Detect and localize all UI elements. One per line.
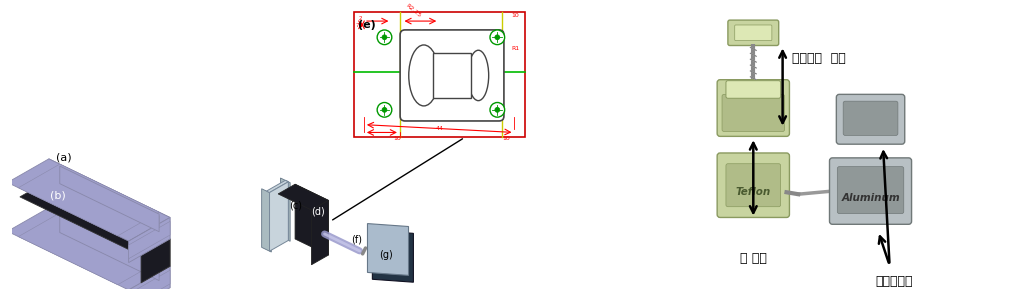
Polygon shape <box>59 166 159 232</box>
Text: Aluminum: Aluminum <box>841 193 899 203</box>
Polygon shape <box>262 189 272 252</box>
Polygon shape <box>278 184 328 210</box>
FancyBboxPatch shape <box>717 153 789 217</box>
Polygon shape <box>129 266 170 291</box>
Polygon shape <box>19 180 170 255</box>
Ellipse shape <box>409 45 438 106</box>
Text: 10: 10 <box>502 136 510 141</box>
Text: R2.25: R2.25 <box>405 3 422 18</box>
Circle shape <box>490 30 505 45</box>
Polygon shape <box>129 217 170 262</box>
Ellipse shape <box>468 50 489 101</box>
Polygon shape <box>49 180 170 266</box>
Text: (g): (g) <box>379 250 392 260</box>
FancyBboxPatch shape <box>726 81 781 98</box>
FancyBboxPatch shape <box>400 30 504 121</box>
Text: 10: 10 <box>393 136 401 141</box>
Polygon shape <box>59 168 159 230</box>
Text: 활성산소  통로: 활성산소 통로 <box>792 52 846 65</box>
Text: 10: 10 <box>511 13 519 18</box>
Polygon shape <box>59 215 159 281</box>
Polygon shape <box>270 182 288 251</box>
Bar <box>433 53 471 98</box>
FancyBboxPatch shape <box>837 167 903 214</box>
Text: 44: 44 <box>435 125 444 131</box>
Polygon shape <box>129 221 170 259</box>
FancyBboxPatch shape <box>728 20 779 45</box>
Text: 7: 7 <box>356 23 360 28</box>
FancyBboxPatch shape <box>830 158 912 224</box>
Circle shape <box>495 107 500 112</box>
Polygon shape <box>7 208 170 290</box>
Text: 과산화수소: 과산화수소 <box>876 275 914 288</box>
Polygon shape <box>368 223 409 275</box>
Polygon shape <box>285 180 288 240</box>
Polygon shape <box>141 239 170 283</box>
Text: 철 분말: 철 분말 <box>740 252 766 265</box>
Polygon shape <box>267 180 288 193</box>
Polygon shape <box>295 184 328 255</box>
Bar <box>354 12 524 137</box>
Circle shape <box>490 102 505 117</box>
Polygon shape <box>7 159 170 241</box>
Text: (d): (d) <box>312 207 325 217</box>
Polygon shape <box>18 164 159 236</box>
Polygon shape <box>49 159 170 239</box>
Polygon shape <box>49 208 170 288</box>
Text: (c): (c) <box>289 201 303 211</box>
FancyBboxPatch shape <box>726 164 781 207</box>
Polygon shape <box>18 213 159 285</box>
FancyBboxPatch shape <box>722 94 785 132</box>
FancyBboxPatch shape <box>843 101 898 135</box>
Text: Teflon: Teflon <box>736 187 771 197</box>
FancyBboxPatch shape <box>717 80 789 136</box>
Circle shape <box>377 102 391 117</box>
Polygon shape <box>372 230 414 282</box>
Polygon shape <box>280 178 290 241</box>
Text: (b): (b) <box>50 191 65 200</box>
FancyBboxPatch shape <box>735 25 772 41</box>
Polygon shape <box>312 200 328 265</box>
Text: (a): (a) <box>56 152 72 162</box>
Circle shape <box>382 35 387 40</box>
Circle shape <box>377 30 391 45</box>
Circle shape <box>495 35 500 40</box>
Text: R1: R1 <box>511 46 519 51</box>
FancyBboxPatch shape <box>836 94 904 144</box>
Polygon shape <box>59 217 159 278</box>
Circle shape <box>382 107 387 112</box>
Polygon shape <box>129 270 170 291</box>
Text: (f): (f) <box>351 234 362 244</box>
Text: (e): (e) <box>358 20 375 30</box>
Text: 2: 2 <box>359 16 362 21</box>
